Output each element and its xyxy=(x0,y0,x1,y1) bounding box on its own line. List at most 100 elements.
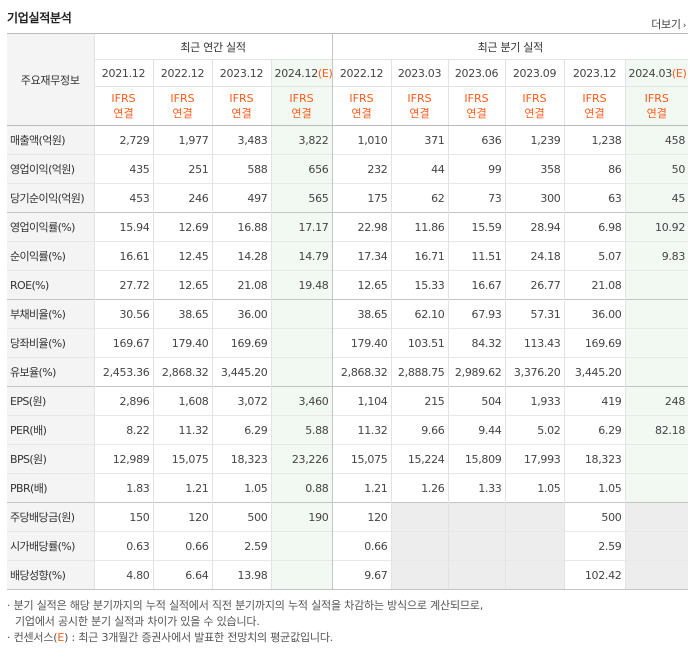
table-row: 유보율(%) 2,453.36 2,868.32 3,445.20 2,868.32 2,… xyxy=(7,357,689,387)
table-cell: 50 xyxy=(624,154,689,184)
row-label: PER(배) xyxy=(7,415,94,445)
table-cell: 30.56 xyxy=(93,299,153,329)
table-cell: 150 xyxy=(93,502,153,532)
table-cell: 18,323 xyxy=(563,444,626,474)
ifrs-basis: IFRS 연결 xyxy=(563,86,626,126)
row-label: PBR(배) xyxy=(7,473,94,503)
table-cell: 19.48 xyxy=(270,270,333,300)
table-cell: 120 xyxy=(331,502,392,532)
table-cell: 2,729 xyxy=(93,125,153,155)
section-title: 기업실적분석 xyxy=(7,11,72,25)
table-cell: 62.10 xyxy=(390,299,449,329)
table-cell: 300 xyxy=(504,183,565,213)
table-cell: 1,608 xyxy=(152,386,212,416)
table-cell: 10.92 xyxy=(624,212,689,242)
table-cell xyxy=(624,502,689,532)
table-cell: 9.67 xyxy=(331,560,392,590)
table-cell: 5.02 xyxy=(504,415,565,445)
table-cell: 458 xyxy=(624,125,689,155)
table-cell: 15,075 xyxy=(331,444,392,474)
table-cell: 12.45 xyxy=(152,241,212,271)
table-cell: 9.44 xyxy=(447,415,506,445)
table-cell: 1.05 xyxy=(563,473,626,503)
table-cell xyxy=(270,357,333,387)
table-body: 매출액(억원) 2,729 1,977 3,483 3,822 1,010 371 636 1,… xyxy=(7,125,689,590)
table-cell: 15.94 xyxy=(93,212,153,242)
table-cell: 1,104 xyxy=(331,386,392,416)
table-cell: 15.33 xyxy=(390,270,449,300)
table-cell xyxy=(624,357,689,387)
table-cell xyxy=(447,502,506,532)
table-cell: 1,238 xyxy=(563,125,626,155)
table-cell: 82.18 xyxy=(624,415,689,445)
row-label: BPS(원) xyxy=(7,444,94,474)
table-cell: 2.59 xyxy=(563,531,626,561)
period-header: 2023.09 xyxy=(504,59,565,87)
table-cell xyxy=(390,502,449,532)
table-cell xyxy=(624,473,689,503)
table-cell: 251 xyxy=(152,154,212,184)
row-label: 영업이익률(%) xyxy=(7,212,94,242)
group-quarter: 최근 분기 실적 xyxy=(331,33,689,60)
ifrs-basis: IFRS 연결 xyxy=(624,86,689,126)
footnote-1-cont: 기업에서 공시한 분기 실적과 차이가 있을 수 있습니다. xyxy=(15,615,260,628)
table-cell: 248 xyxy=(624,386,689,416)
table-cell: 0.63 xyxy=(93,531,153,561)
table-cell: 419 xyxy=(563,386,626,416)
table-cell: 11.32 xyxy=(152,415,212,445)
table-cell xyxy=(624,328,689,358)
ifrs-basis: IFRS 연결 xyxy=(93,86,153,126)
table-cell: 16.61 xyxy=(93,241,153,271)
table-cell: 86 xyxy=(563,154,626,184)
header-group-row: 주요재무정보 최근 연간 실적 최근 분기 실적 xyxy=(7,33,689,126)
period-header: 2023.03 xyxy=(390,59,449,87)
table-cell: 18,323 xyxy=(211,444,271,474)
more-link[interactable]: 더보기 › xyxy=(651,16,686,32)
table-cell: 3,445.20 xyxy=(211,357,271,387)
table-cell: 14.79 xyxy=(270,241,333,271)
table-cell: 497 xyxy=(211,183,271,213)
table-cell: 169.69 xyxy=(563,328,626,358)
table-cell: 232 xyxy=(331,154,392,184)
table-cell: 453 xyxy=(93,183,153,213)
table-cell: 1.33 xyxy=(447,473,506,503)
table-cell xyxy=(390,560,449,590)
table-cell: 21.08 xyxy=(211,270,271,300)
table-cell: 636 xyxy=(447,125,506,155)
table-cell: 2,868.32 xyxy=(152,357,212,387)
table-cell: 1.21 xyxy=(331,473,392,503)
table-cell xyxy=(624,444,689,474)
row-label: ROE(%) xyxy=(7,270,94,300)
table-cell: 16.88 xyxy=(211,212,271,242)
table-cell: 1.05 xyxy=(504,473,565,503)
footnote-1: · 분기 실적은 해당 분기까지의 누적 실적에서 직전 분기까지의 누적 실적… xyxy=(7,599,484,612)
table-cell: 11.32 xyxy=(331,415,392,445)
table-cell xyxy=(504,531,565,561)
table-cell: 63 xyxy=(563,183,626,213)
table-cell: 21.08 xyxy=(563,270,626,300)
table-cell xyxy=(624,270,689,300)
table-cell: 246 xyxy=(152,183,212,213)
table-cell: 2,868.32 xyxy=(331,357,392,387)
group-annual: 최근 연간 실적 xyxy=(93,33,333,60)
table-cell: 11.86 xyxy=(390,212,449,242)
table-cell: 12.65 xyxy=(152,270,212,300)
table-cell: 17.17 xyxy=(270,212,333,242)
ifrs-basis: IFRS 연결 xyxy=(447,86,506,126)
table-cell: 12.65 xyxy=(331,270,392,300)
table-cell xyxy=(624,531,689,561)
table-cell: 17,993 xyxy=(504,444,565,474)
table-row: 영업이익률(%) 15.94 12.69 16.88 17.17 22.98 11.86 15… xyxy=(7,212,689,242)
ifrs-basis: IFRS 연결 xyxy=(211,86,271,126)
table-cell: 3,445.20 xyxy=(563,357,626,387)
table-cell: 14.28 xyxy=(211,241,271,271)
period-header: 2022.12 xyxy=(152,59,212,87)
table-cell xyxy=(270,328,333,358)
table-cell: 102.42 xyxy=(563,560,626,590)
table-cell: 17.34 xyxy=(331,241,392,271)
table-row: 부채비율(%) 30.56 38.65 36.00 38.65 62.10 67.93 57.… xyxy=(7,299,689,329)
table-cell: 84.32 xyxy=(447,328,506,358)
table-cell: 371 xyxy=(390,125,449,155)
table-row: PER(배) 8.22 11.32 6.29 5.88 11.32 9.66 9.44 5.02… xyxy=(7,415,689,445)
table-cell: 2,989.62 xyxy=(447,357,506,387)
